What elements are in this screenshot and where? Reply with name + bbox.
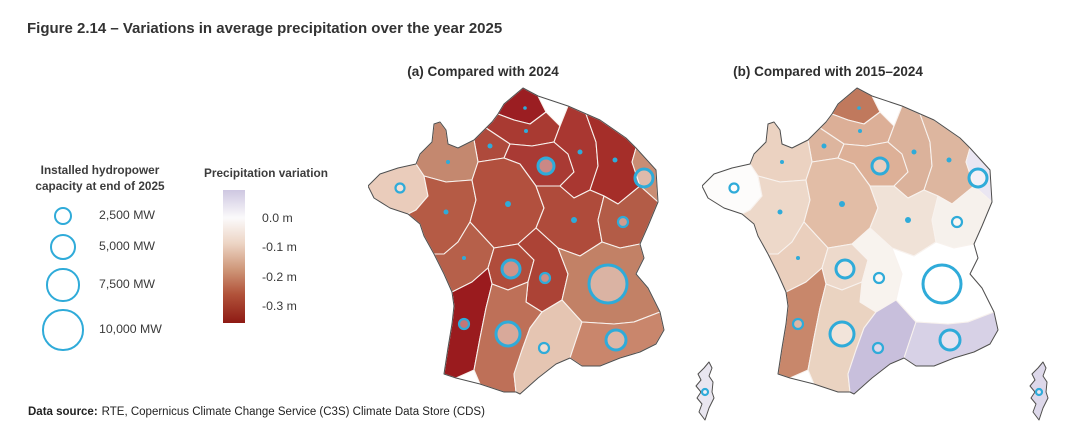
size-legend-circle-10000 — [42, 309, 84, 351]
map-a-hydro-circle-rhone-alpes — [587, 263, 629, 305]
map-a-hydro-circle-poitou-charentes — [462, 256, 466, 260]
map-a-hydro-circle-ile-de-france — [536, 156, 556, 176]
size-legend-label-5000: 5,000 MW — [99, 239, 156, 253]
datasource-label: Data source: — [28, 406, 98, 418]
map-a-hydro-circle-haute-normandie — [487, 143, 493, 149]
map-a-france-svg — [368, 87, 715, 421]
datasource: Data source: RTE, Copernicus Climate Chan… — [28, 406, 485, 418]
map-a-hydro-circle-auvergne — [538, 271, 552, 285]
map-b-hydro-circle-auvergne — [872, 271, 886, 285]
map-a-hydro-circle-bretagne — [394, 182, 406, 194]
size-legend-label-7500: 7,500 MW — [99, 277, 156, 291]
size-legend-circle-2500 — [53, 206, 73, 226]
map-a-hydro-circle-pays-de-la-loire — [443, 209, 449, 215]
map-b-hydro-circle-rhone-alpes — [921, 263, 963, 305]
color-legend-tick-1: -0.1 m — [262, 240, 297, 254]
map-a-region-basse-normandie — [415, 121, 479, 183]
map-a-hydro-circle-centre — [505, 201, 511, 207]
datasource-text: RTE, Copernicus Climate Change Service (… — [101, 406, 485, 418]
map-b-france-svg — [702, 87, 1049, 421]
map-b-hydro-circle-paca — [938, 328, 962, 352]
color-legend-tick-2: -0.2 m — [262, 270, 297, 284]
map-b-hydro-circle-lorraine — [946, 157, 952, 163]
map-b-hydro-circle-alsace — [967, 167, 989, 189]
map-b-hydro-circle-pays-de-la-loire — [777, 209, 783, 215]
map-a-hydro-circle-franche-comte — [616, 215, 630, 229]
map-a-hydro-circle-picardie — [524, 129, 528, 133]
map-a-hydro-circle-limousin — [500, 258, 522, 280]
map-a-hydro-circle-midi-pyrenees — [494, 320, 522, 348]
map-b-hydro-circle-languedoc-roussillon — [871, 341, 885, 355]
color-legend-title: Precipitation variation — [204, 166, 328, 180]
color-legend-tick-0: 0.0 m — [262, 211, 293, 225]
map-b-hydro-circle-franche-comte — [950, 215, 964, 229]
map-a-hydro-circle-basse-normandie — [446, 160, 450, 164]
map-b-mainland-outline — [702, 87, 999, 395]
map-b-hydro-circle-corse — [1034, 387, 1044, 397]
map-b-region-basse-normandie — [749, 121, 813, 183]
map-b-hydro-circle-bourgogne — [905, 217, 911, 223]
color-legend-gradient-bar — [223, 190, 245, 323]
map-a-hydro-circle-bourgogne — [571, 217, 577, 223]
map-a-hydro-circle-nord-pas-de-calais — [523, 106, 527, 110]
map-b-hydro-circle-aquitaine — [791, 317, 805, 331]
map-a-hydro-circle-aquitaine — [457, 317, 471, 331]
map-b-hydro-circle-poitou-charentes — [796, 256, 800, 260]
map-a-mainland-outline — [368, 87, 665, 395]
map-a-hydro-circle-alsace — [633, 167, 655, 189]
size-legend-title-line2: capacity at end of 2025 — [35, 178, 165, 193]
map-b-corse-outline — [1029, 361, 1049, 421]
map-b-title: (b) Compared with 2015–2024 — [733, 64, 923, 79]
map-b-hydro-circle-haute-normandie — [821, 143, 827, 149]
size-legend-title-line1: Installed hydropower — [40, 163, 160, 177]
size-legend-label-10000: 10,000 MW — [99, 322, 162, 336]
figure-title: Figure 2.14 – Variations in average prec… — [27, 20, 503, 37]
size-legend-circle-5000 — [49, 233, 77, 261]
map-b-hydro-circle-nord-pas-de-calais — [857, 106, 861, 110]
map-a-title: (a) Compared with 2024 — [407, 64, 559, 79]
map-a-hydro-circle-languedoc-roussillon — [537, 341, 551, 355]
map-b-hydro-circle-champagne-ardenne — [911, 149, 917, 155]
map-b-hydro-circle-centre — [839, 201, 845, 207]
map-a-hydro-circle-paca — [604, 328, 628, 352]
map-b-hydro-circle-midi-pyrenees — [828, 320, 856, 348]
map-b-hydro-circle-limousin — [834, 258, 856, 280]
map-a-corse-outline — [695, 361, 715, 421]
map-a-hydro-circle-lorraine — [612, 157, 618, 163]
map-b-hydro-circle-picardie — [858, 129, 862, 133]
size-legend-label-2500: 2,500 MW — [99, 208, 156, 222]
size-legend-circle-7500 — [46, 268, 80, 302]
map-b-hydro-circle-ile-de-france — [870, 156, 890, 176]
map-b-hydro-circle-bretagne — [728, 182, 740, 194]
size-legend-title: Installed hydropower capacity at end of … — [24, 163, 176, 194]
color-legend-tick-3: -0.3 m — [262, 299, 297, 313]
map-a-hydro-circle-champagne-ardenne — [577, 149, 583, 155]
map-a-hydro-circle-corse — [700, 387, 710, 397]
map-b-hydro-circle-basse-normandie — [780, 160, 784, 164]
